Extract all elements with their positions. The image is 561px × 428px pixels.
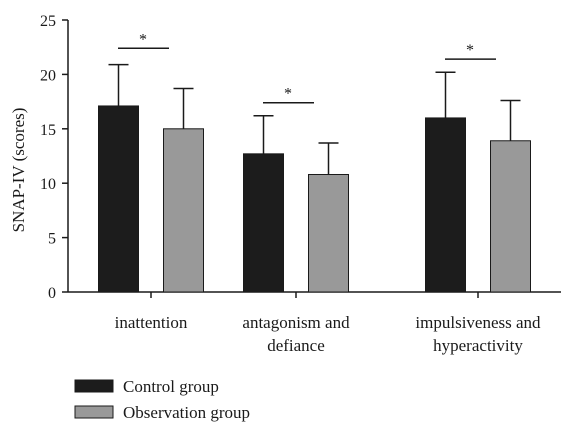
y-tick-label: 10 [40, 176, 56, 193]
legend: Control group Observation group [74, 377, 250, 422]
y-tick-label: 15 [40, 122, 56, 139]
x-tick-label: antagonism and [242, 313, 350, 332]
bar [490, 140, 531, 293]
bar [308, 173, 349, 293]
significance-marker: * [139, 31, 147, 48]
x-tick-label: hyperactivity [433, 336, 523, 355]
significance-marker: * [466, 42, 474, 59]
y-tick-label: 20 [40, 67, 56, 84]
significance-marker: * [284, 86, 292, 103]
x-tick-label: inattention [115, 313, 188, 332]
plot-area: 0 5 10 15 20 25 inattention antagonism and defia… [40, 13, 561, 355]
bar [243, 153, 284, 293]
legend-label: Observation group [123, 403, 250, 422]
y-tick-label: 25 [40, 13, 56, 30]
legend-swatch [74, 379, 114, 393]
bar [163, 128, 204, 293]
x-tick-label: defiance [267, 336, 325, 355]
x-tick-label: impulsiveness and [415, 313, 541, 332]
y-tick-label: 5 [48, 231, 56, 248]
legend-label: Control group [123, 377, 219, 396]
legend-swatch [74, 405, 114, 419]
y-tick-label: 0 [48, 285, 56, 302]
bar [98, 105, 139, 293]
bar [425, 117, 466, 293]
y-axis-label: SNAP-IV (scores) [9, 108, 28, 233]
